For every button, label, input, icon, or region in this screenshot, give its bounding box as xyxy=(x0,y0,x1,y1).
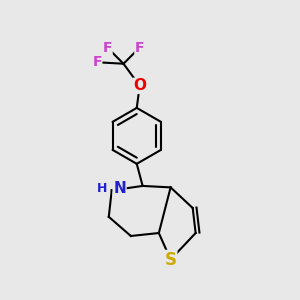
Text: N: N xyxy=(113,182,126,196)
Text: F: F xyxy=(135,40,144,55)
Text: H: H xyxy=(97,182,107,195)
Text: O: O xyxy=(133,78,146,93)
Text: S: S xyxy=(165,250,177,268)
Text: F: F xyxy=(92,55,102,69)
Text: F: F xyxy=(103,40,112,55)
